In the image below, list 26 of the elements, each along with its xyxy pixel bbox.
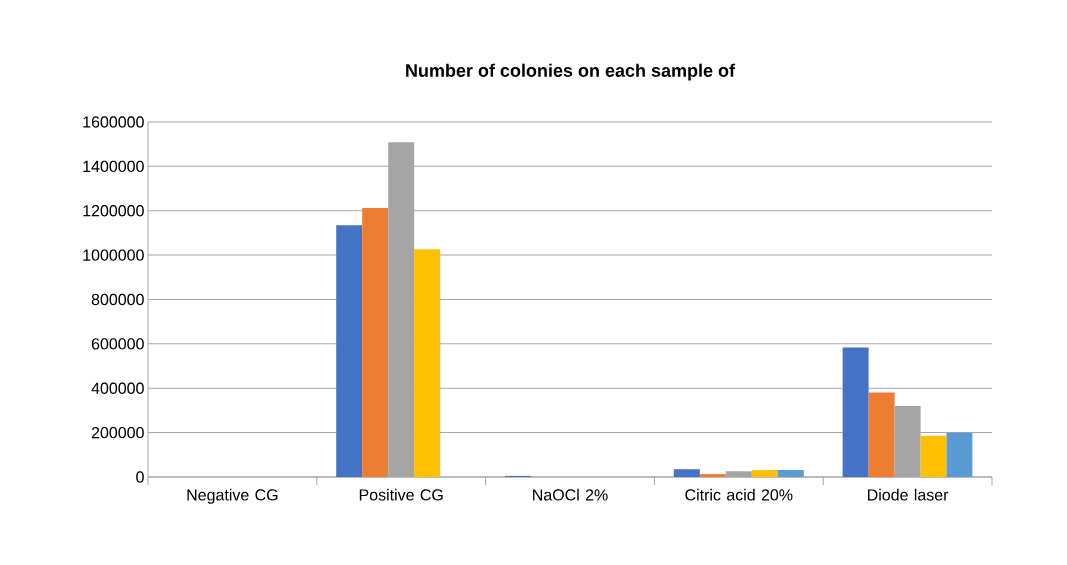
bar: [842, 347, 869, 477]
y-tick-label: 1000000: [83, 249, 144, 261]
chart-title: Number of colonies on each sample of: [406, 63, 736, 81]
x-tick-label: Diode laser: [868, 488, 949, 501]
bar: [362, 208, 389, 477]
y-tick-label: 1200000: [83, 205, 144, 217]
y-tick-label: 1600000: [83, 116, 144, 128]
x-tick-label: Positive CG: [359, 488, 443, 501]
y-tick-label: 800000: [91, 293, 144, 306]
x-tick-label: NaOCl 2%: [533, 488, 608, 501]
y-tick-label: 600000: [91, 338, 144, 350]
x-tick-label: Citric acid 20%: [685, 488, 793, 501]
bar: [673, 469, 700, 477]
y-tick-label: 0: [136, 471, 144, 483]
bar: [336, 225, 363, 477]
y-tick-label: 400000: [91, 382, 144, 394]
bar: [699, 474, 726, 477]
y-tick-label: 1400000: [83, 160, 144, 173]
bar: [751, 470, 778, 477]
bar: [946, 432, 973, 477]
y-tick-label: 200000: [91, 426, 144, 439]
x-tick-label: Negative CG: [187, 488, 278, 504]
bar: [414, 249, 441, 477]
bar: [920, 435, 947, 477]
bar: [777, 470, 804, 477]
bar: [868, 392, 895, 477]
